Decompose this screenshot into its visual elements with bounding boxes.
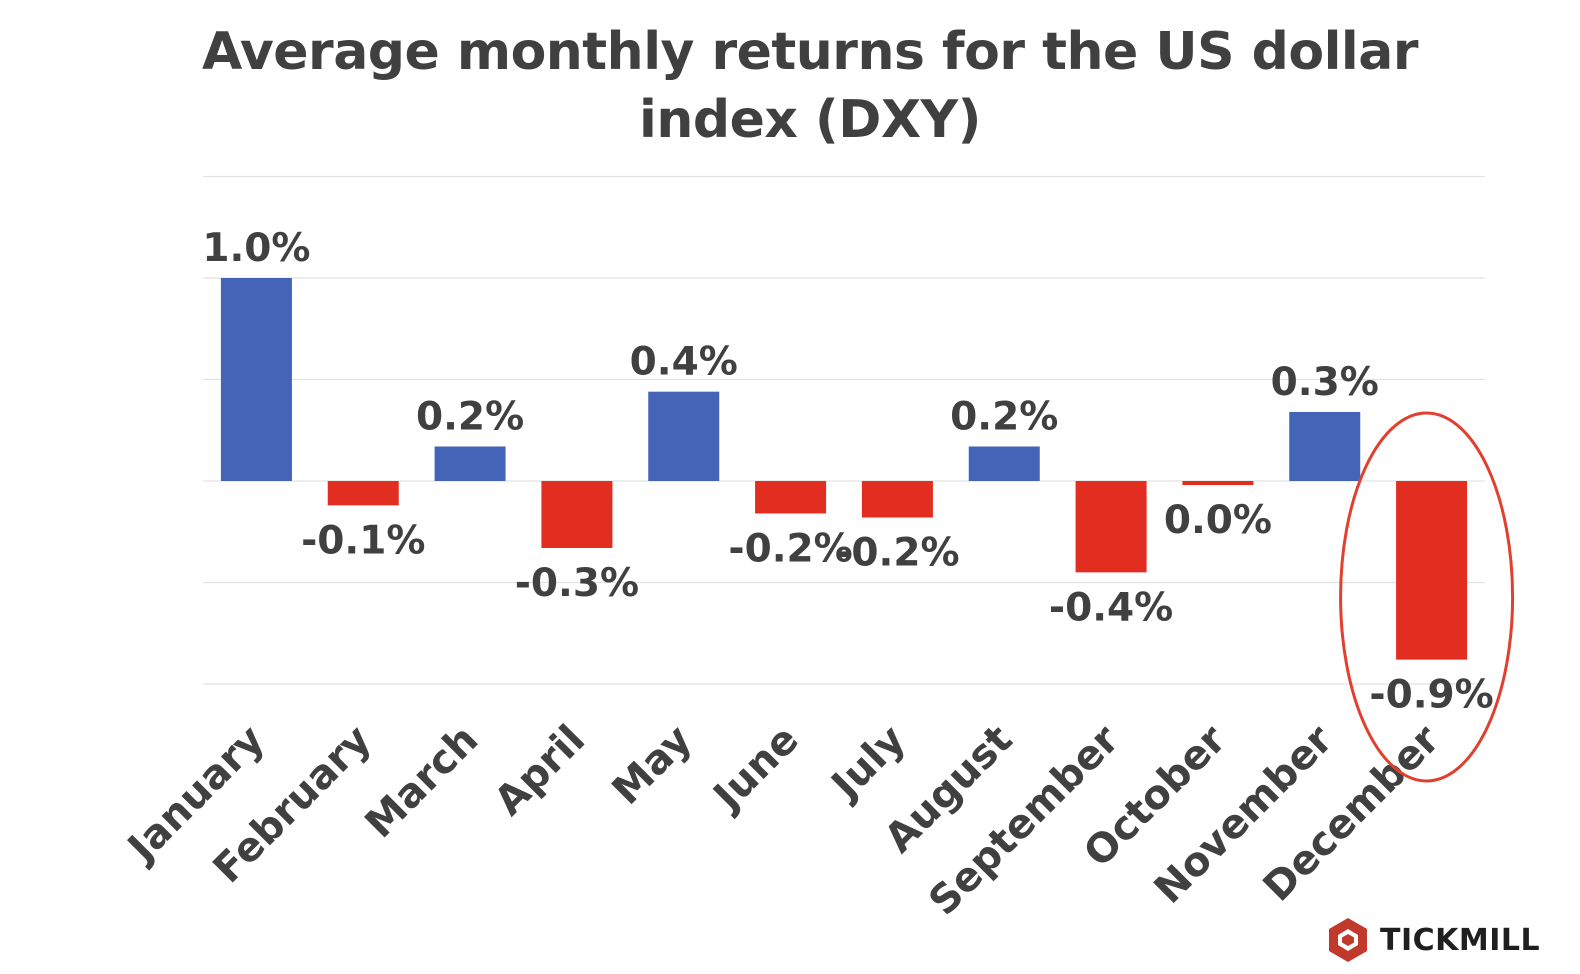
bar-june: [755, 481, 827, 514]
bar-august: [968, 446, 1040, 481]
data-label-april: -0.3%: [515, 561, 639, 606]
bar-may: [648, 391, 720, 481]
bar-april: [541, 481, 613, 548]
bar-september: [1075, 481, 1147, 573]
bar-january: [220, 278, 292, 481]
x-tick-label-april: April: [486, 717, 594, 825]
logo-wordmark: TICKMILL: [1380, 922, 1541, 958]
x-tick-label-july: July: [821, 717, 914, 810]
tickmill-hexagon-icon: [1329, 918, 1367, 962]
bar-february: [327, 481, 399, 506]
data-label-may: 0.4%: [630, 340, 738, 385]
x-tick-label-june: June: [703, 717, 808, 822]
bar-october: [1182, 481, 1254, 486]
december-highlight-ring: [1339, 411, 1515, 783]
gridlines: [203, 175, 1485, 685]
bar-march: [434, 446, 506, 481]
bar-december: [1396, 481, 1468, 660]
data-label-october: 0.0%: [1164, 498, 1272, 543]
data-label-september: -0.4%: [1049, 585, 1173, 630]
data-label-march: 0.2%: [416, 394, 524, 439]
data-label-january: 1.0%: [202, 226, 310, 271]
bar-november: [1289, 411, 1361, 481]
data-labels: 1.0% -0.1% 0.2% -0.3% 0.4% -0.2%-0.2% 0.2% -0.4…: [202, 226, 1493, 718]
bar-july: [861, 481, 933, 518]
data-label-july: -0.2%: [835, 531, 959, 576]
data-label-august: 0.2%: [950, 394, 1058, 439]
x-tick-label-march: March: [357, 717, 488, 848]
data-label-december: -0.9%: [1369, 673, 1493, 718]
data-label-february: -0.1%: [301, 518, 425, 563]
tickmill-logo: TICKMILL: [1326, 912, 1566, 968]
bars: [220, 278, 1468, 660]
data-label-november: 0.3%: [1271, 360, 1379, 405]
x-tick-label-september: September: [920, 716, 1128, 924]
chart-title: Average monthly returns for the US dolla…: [202, 22, 1418, 150]
x-tick-label-may: May: [603, 717, 700, 814]
data-label-june: -0.2%: [728, 526, 852, 571]
